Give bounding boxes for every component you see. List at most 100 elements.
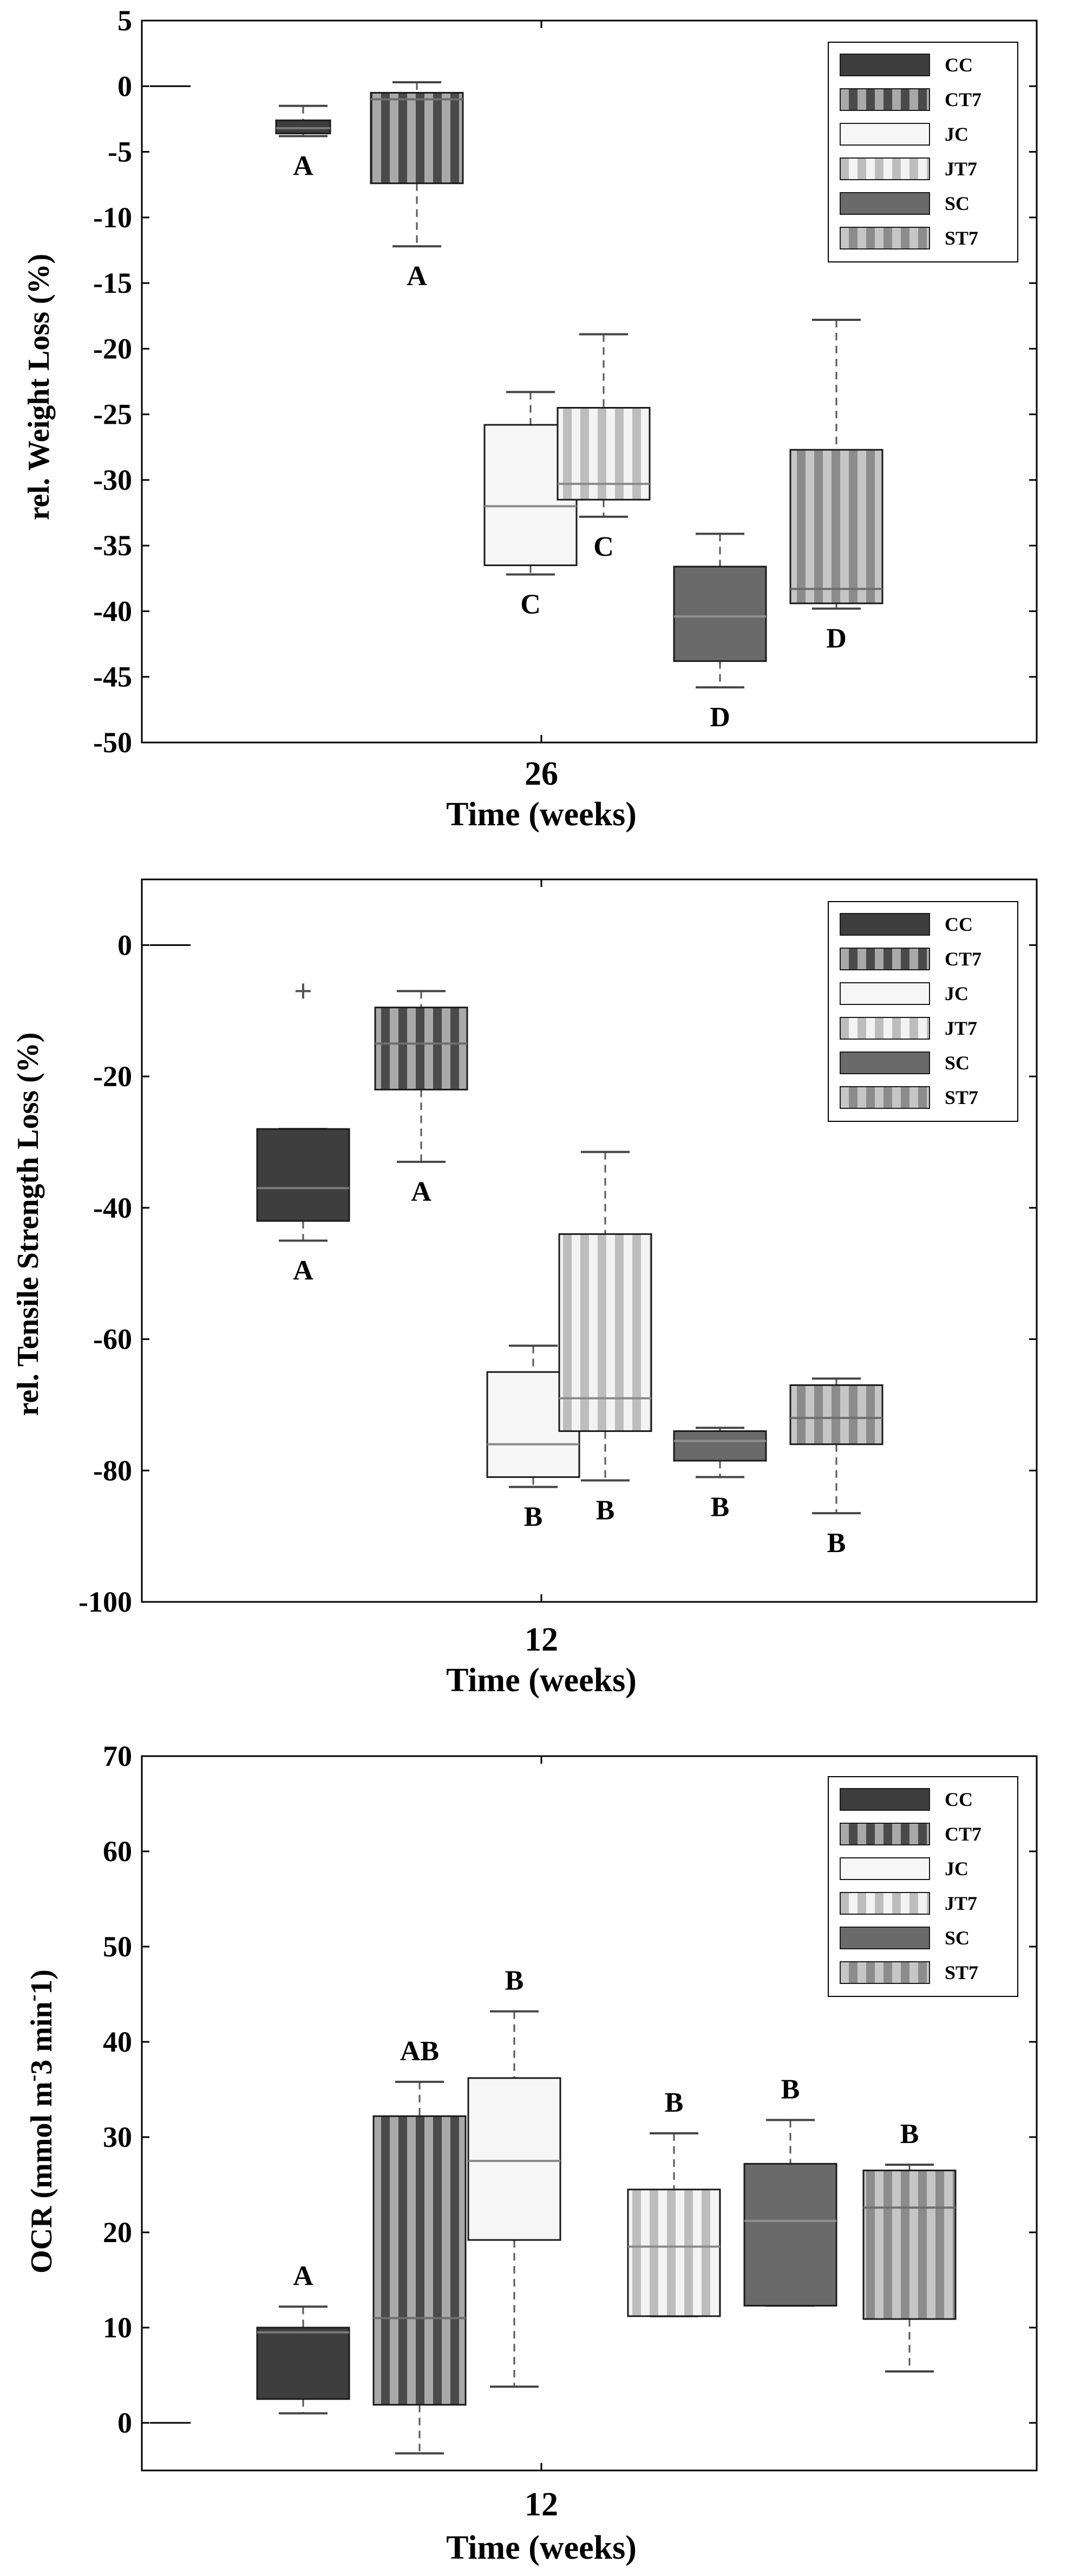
legend-label: JT7 [945, 158, 977, 180]
x-axis-title: Time (weeks) [446, 2529, 637, 2566]
legend-swatch [840, 54, 930, 76]
iqr-box [627, 2189, 721, 2317]
box-jt7: C [557, 333, 651, 562]
legend-item-st7: ST7 [840, 1961, 978, 1984]
legend-item-sc: SC [840, 1052, 970, 1074]
significance-letter: AB [400, 2036, 439, 2067]
legend-label: CT7 [945, 948, 981, 970]
legend-frame [828, 901, 1018, 1122]
iqr-box [374, 1007, 468, 1090]
legend-swatch [840, 1017, 930, 1040]
legend-item-st7: ST7 [840, 1086, 978, 1109]
legend-item-cc: CC [840, 54, 973, 76]
box-jt7: B [627, 2087, 721, 2317]
y-tick-label: 30 [103, 2121, 132, 2153]
y-tick-label: -50 [93, 726, 132, 759]
y-tick-label: 70 [103, 1740, 132, 1772]
significance-letter: B [711, 1491, 730, 1522]
legend-label: CT7 [945, 1823, 981, 1845]
legend-swatch [840, 913, 930, 936]
legend-label: SC [945, 193, 970, 214]
x-tick-label: 26 [525, 755, 558, 792]
box-jc: B [467, 1966, 561, 2388]
x-axis-title: Time (weeks) [446, 796, 637, 833]
significance-letter: A [407, 261, 427, 292]
iqr-box [467, 2077, 561, 2241]
significance-letter: A [411, 1177, 431, 1207]
iqr-box [789, 1384, 883, 1445]
y-axis-title: rel. Weight Loss (%) [22, 254, 56, 521]
legend-swatch [840, 157, 930, 180]
box-cc: A [256, 2260, 350, 2415]
legend-label: JC [945, 983, 968, 1004]
significance-letter: A [293, 1256, 313, 1286]
legend-item-ct7: CT7 [840, 1823, 981, 1845]
outlier-marker [296, 983, 311, 999]
y-tick-label: 0 [117, 2407, 132, 2439]
significance-letter: B [900, 2119, 919, 2150]
x-tick-label: 12 [525, 2486, 558, 2523]
legend-label: CT7 [945, 89, 981, 110]
y-tick-label: -45 [93, 661, 132, 693]
legend-item-cc: CC [840, 1788, 973, 1811]
y-tick-label: 50 [103, 1930, 132, 1963]
iqr-box [862, 2170, 957, 2320]
box-ct7: A [370, 81, 464, 292]
legend-label: JT7 [945, 1017, 977, 1039]
legend-label: SC [945, 1927, 970, 1949]
significance-letter: C [520, 589, 541, 620]
iqr-box [673, 1430, 767, 1462]
box-st7: B [789, 1377, 883, 1559]
legend-item-jc: JC [840, 982, 968, 1005]
significance-letter: B [665, 2087, 684, 2118]
legend-item-sc: SC [840, 1927, 970, 1949]
legend-item-jt7: JT7 [840, 157, 977, 180]
legend-swatch [840, 123, 930, 146]
significance-letter: B [596, 1495, 615, 1526]
iqr-box [789, 449, 883, 604]
legend: CC CT7 JC JT7 SC ST7 [828, 1776, 1018, 1997]
legend-swatch [840, 192, 930, 215]
significance-letter: C [593, 531, 614, 562]
x-tick-label: 12 [525, 1621, 558, 1658]
legend-label: ST7 [945, 1087, 978, 1108]
legend-label: SC [945, 1052, 970, 1074]
legend-item-jt7: JT7 [840, 1017, 977, 1040]
legend-frame [828, 1776, 1018, 1997]
y-tick-label: 0 [117, 70, 132, 102]
legend-swatch [840, 1823, 930, 1845]
box-sc: D [673, 533, 767, 733]
y-axis-title: OCR (mmol m-3 min-1) [22, 1969, 58, 2273]
box-sc: B [743, 2074, 837, 2307]
y-tick-label: 10 [103, 2311, 132, 2344]
significance-letter: B [505, 1966, 524, 1996]
iqr-box [743, 2163, 837, 2307]
y-tick-label: -15 [93, 267, 132, 299]
legend-item-jc: JC [840, 1857, 968, 1880]
legend-swatch [840, 1961, 930, 1984]
legend-swatch [840, 1927, 930, 1949]
legend-label: JC [945, 1858, 968, 1880]
legend: CC CT7 JC JT7 SC ST7 [828, 42, 1018, 262]
y-tick-label: -40 [93, 1192, 132, 1224]
box-cc: A [275, 104, 331, 181]
y-tick-label: -20 [93, 1060, 132, 1093]
legend-item-jc: JC [840, 123, 968, 146]
y-tick-label: -35 [93, 529, 132, 562]
weight-loss-panel: rel. Weight Loss (%) 26 Time (weeks) 5 0 -… [22, 4, 1038, 833]
box-sc: B [673, 1427, 767, 1522]
significance-letter: D [710, 702, 730, 733]
legend-label: JC [945, 123, 968, 145]
legend-item-jt7: JT7 [840, 1892, 977, 1915]
x-axis-title: Time (weeks) [446, 1662, 637, 1699]
y-tick-label: -40 [93, 595, 132, 627]
y-tick-label: -5 [108, 136, 132, 168]
legend-item-ct7: CT7 [840, 88, 981, 111]
legend-label: ST7 [945, 1962, 978, 1983]
legend-label: CC [945, 1789, 973, 1810]
legend-swatch [840, 88, 930, 111]
legend-item-st7: ST7 [840, 227, 978, 249]
significance-letter: B [827, 1528, 846, 1559]
iqr-box [370, 91, 464, 185]
